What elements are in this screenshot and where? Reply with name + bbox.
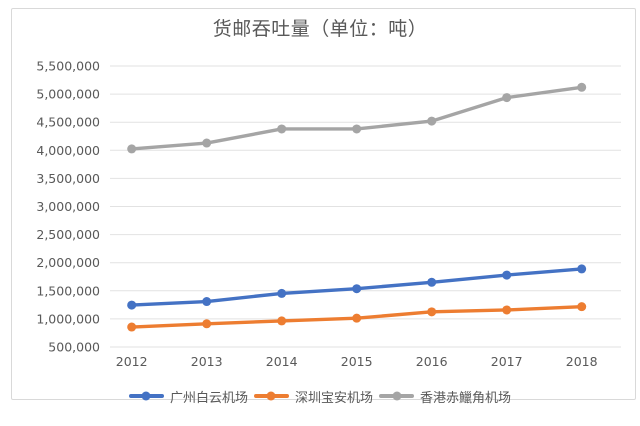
data-point bbox=[502, 305, 512, 315]
x-tick-label: 2016 bbox=[416, 354, 448, 369]
legend-label: 香港赤鱲角机场 bbox=[420, 390, 512, 406]
series-深圳宝安机场 bbox=[127, 302, 587, 332]
data-point bbox=[577, 302, 587, 312]
data-point bbox=[202, 138, 212, 148]
legend-label: 深圳宝安机场 bbox=[294, 390, 373, 406]
y-tick-label: 2,000,000 bbox=[36, 255, 100, 270]
data-point bbox=[127, 144, 137, 154]
y-tick-label: 2,500,000 bbox=[36, 227, 100, 242]
data-point bbox=[427, 116, 437, 126]
y-tick-label: 3,000,000 bbox=[36, 199, 100, 214]
data-point bbox=[277, 316, 287, 326]
x-tick-label: 2017 bbox=[491, 354, 523, 369]
legend-item-深圳宝安机场: 深圳宝安机场 bbox=[253, 387, 373, 406]
x-tick-label: 2015 bbox=[341, 354, 373, 369]
y-tick-label: 5,500,000 bbox=[36, 59, 100, 74]
series-广州白云机场 bbox=[127, 264, 587, 310]
data-point bbox=[502, 93, 512, 103]
legend-line-dot-icon bbox=[379, 391, 414, 401]
y-axis-tick-labels: 500,000 1,000,000 1,500,000 2,000,000 2,500,… bbox=[36, 59, 100, 355]
data-point bbox=[352, 124, 362, 134]
data-point bbox=[277, 288, 287, 298]
y-tick-label: 3,500,000 bbox=[36, 171, 100, 186]
x-tick-label: 2013 bbox=[191, 354, 223, 369]
y-tick-label: 5,000,000 bbox=[36, 87, 100, 102]
data-point bbox=[502, 270, 512, 280]
y-tick-label: 1,000,000 bbox=[36, 311, 100, 326]
data-point bbox=[352, 313, 362, 323]
series-香港赤鱲角机场 bbox=[127, 82, 587, 154]
chart-frame bbox=[11, 8, 636, 400]
legend: 广州白云机场 深圳宝安机场 香港赤鱲角机场 bbox=[0, 386, 640, 406]
data-point bbox=[277, 124, 287, 134]
data-point bbox=[202, 297, 212, 307]
data-point bbox=[352, 284, 362, 294]
data-point bbox=[127, 322, 137, 332]
legend-line-dot-icon bbox=[253, 391, 289, 401]
legend-item-广州白云机场: 广州白云机场 bbox=[128, 387, 248, 406]
legend-line-dot-icon bbox=[128, 391, 164, 401]
chart-title: 货邮吞吐量（单位：吨） bbox=[212, 18, 428, 40]
data-point bbox=[577, 82, 587, 92]
data-point bbox=[427, 277, 437, 287]
y-tick-label: 500,000 bbox=[48, 340, 100, 355]
data-point bbox=[577, 264, 587, 274]
series-line bbox=[129, 85, 584, 151]
legend-item-香港赤鱲角机场: 香港赤鱲角机场 bbox=[379, 387, 511, 406]
x-axis-tick-labels: 2012 2013 2014 2015 2016 2017 2018 bbox=[116, 354, 598, 369]
x-tick-label: 2012 bbox=[116, 354, 148, 369]
legend-label: 广州白云机场 bbox=[169, 390, 248, 406]
data-point bbox=[427, 307, 437, 317]
gridlines bbox=[110, 65, 621, 348]
data-point bbox=[127, 300, 137, 310]
y-tick-label: 4,000,000 bbox=[36, 143, 100, 158]
y-tick-label: 4,500,000 bbox=[36, 115, 100, 130]
data-point bbox=[202, 319, 212, 329]
y-tick-label: 1,500,000 bbox=[36, 283, 100, 298]
x-tick-label: 2014 bbox=[266, 354, 298, 369]
x-tick-label: 2018 bbox=[566, 354, 598, 369]
